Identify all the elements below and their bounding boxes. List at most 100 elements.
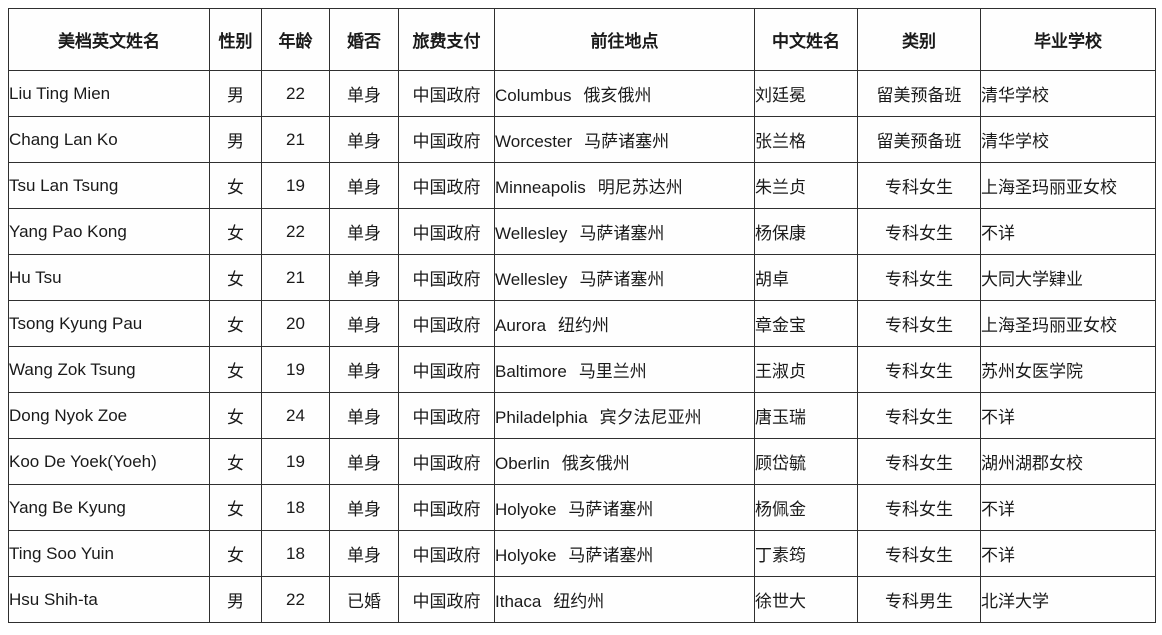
- cell-chinese-name: 张兰格: [754, 116, 858, 163]
- destination-english: Baltimore: [495, 362, 567, 381]
- column-header-age: 年龄: [261, 8, 330, 71]
- destination-english: Wellesley: [495, 270, 568, 289]
- cell-travel-payment: 中国政府: [398, 254, 495, 301]
- destination-state-chinese: 马萨诸塞州: [584, 132, 670, 151]
- cell-gender: 女: [209, 346, 262, 393]
- cell-age: 22: [261, 208, 330, 255]
- cell-destination: Baltimore 马里兰州: [494, 346, 755, 393]
- cell-chinese-name: 朱兰贞: [754, 162, 858, 209]
- cell-travel-payment: 中国政府: [398, 208, 495, 255]
- cell-age: 18: [261, 484, 330, 531]
- cell-chinese-name: 唐玉瑞: [754, 392, 858, 439]
- destination-english: Worcester: [495, 132, 573, 151]
- cell-gender: 女: [209, 484, 262, 531]
- destination-english: Holyoke: [495, 500, 557, 519]
- cell-travel-payment: 中国政府: [398, 70, 495, 117]
- cell-destination: Ithaca 纽约州: [494, 576, 755, 623]
- table-row: Hsu Shih-ta 男 22 已婚 中国政府 Ithaca 纽约州 徐世大 专科男生 北洋大学: [8, 576, 1156, 623]
- cell-age: 22: [261, 70, 330, 117]
- cell-category: 专科男生: [857, 576, 981, 623]
- cell-chinese-name: 刘廷冕: [754, 70, 858, 117]
- cell-school: 苏州女医学院: [980, 346, 1156, 393]
- table-body: Liu Ting Mien 男 22 单身 中国政府 Columbus 俄亥俄州 刘廷冕 留美预…: [8, 70, 1156, 623]
- cell-age: 22: [261, 576, 330, 623]
- destination-english: Minneapolis: [495, 178, 586, 197]
- cell-travel-payment: 中国政府: [398, 484, 495, 531]
- cell-english-name: Yang Pao Kong: [8, 208, 210, 255]
- table-row: Dong Nyok Zoe 女 24 单身 中国政府 Philadelphia 宾夕法尼亚州…: [8, 392, 1156, 439]
- table-row: Yang Be Kyung 女 18 单身 中国政府 Holyoke 马萨诸塞州 杨佩金 专科女…: [8, 484, 1156, 531]
- cell-english-name: Wang Zok Tsung: [8, 346, 210, 393]
- cell-travel-payment: 中国政府: [398, 116, 495, 163]
- destination-state-chinese: 明尼苏达州: [597, 178, 683, 197]
- cell-category: 专科女生: [857, 530, 981, 577]
- cell-marital: 单身: [329, 254, 399, 301]
- cell-category: 专科女生: [857, 392, 981, 439]
- cell-school: 清华学校: [980, 70, 1156, 117]
- cell-age: 21: [261, 116, 330, 163]
- cell-travel-payment: 中国政府: [398, 530, 495, 577]
- table-row: Liu Ting Mien 男 22 单身 中国政府 Columbus 俄亥俄州 刘廷冕 留美预…: [8, 70, 1156, 117]
- cell-category: 专科女生: [857, 208, 981, 255]
- cell-school: 不详: [980, 530, 1156, 577]
- cell-age: 19: [261, 438, 330, 485]
- destination-state-chinese: 马萨诸塞州: [579, 224, 665, 243]
- cell-destination: Columbus 俄亥俄州: [494, 70, 755, 117]
- cell-school: 湖州湖郡女校: [980, 438, 1156, 485]
- column-header-category: 类别: [857, 8, 981, 71]
- column-header-english-name: 美档英文姓名: [8, 8, 210, 71]
- destination-english: Wellesley: [495, 224, 568, 243]
- cell-marital: 单身: [329, 116, 399, 163]
- cell-category: 专科女生: [857, 484, 981, 531]
- cell-travel-payment: 中国政府: [398, 438, 495, 485]
- cell-destination: Wellesley 马萨诸塞州: [494, 254, 755, 301]
- cell-english-name: Ting Soo Yuin: [8, 530, 210, 577]
- cell-destination: Holyoke 马萨诸塞州: [494, 484, 755, 531]
- table-row: Tsong Kyung Pau 女 20 单身 中国政府 Aurora 纽约州 章金宝 专科女生…: [8, 300, 1156, 347]
- cell-gender: 女: [209, 300, 262, 347]
- column-header-destination: 前往地点: [494, 8, 755, 71]
- cell-gender: 男: [209, 116, 262, 163]
- cell-marital: 单身: [329, 438, 399, 485]
- cell-school: 不详: [980, 484, 1156, 531]
- cell-chinese-name: 胡卓: [754, 254, 858, 301]
- table-row: Ting Soo Yuin 女 18 单身 中国政府 Holyoke 马萨诸塞州 丁素筠 专科女…: [8, 530, 1156, 577]
- cell-chinese-name: 徐世大: [754, 576, 858, 623]
- cell-marital: 单身: [329, 208, 399, 255]
- table-row: Wang Zok Tsung 女 19 单身 中国政府 Baltimore 马里兰州 王淑贞专…: [8, 346, 1156, 393]
- cell-age: 20: [261, 300, 330, 347]
- destination-state-chinese: 俄亥俄州: [583, 86, 652, 105]
- cell-gender: 男: [209, 70, 262, 117]
- destination-state-chinese: 马萨诸塞州: [568, 546, 654, 565]
- destination-state-chinese: 纽约州: [558, 316, 610, 335]
- destination-state-chinese: 纽约州: [553, 592, 605, 611]
- cell-destination: Minneapolis 明尼苏达州: [494, 162, 755, 209]
- cell-chinese-name: 顾岱毓: [754, 438, 858, 485]
- column-header-marital: 婚否: [329, 8, 399, 71]
- cell-english-name: Hu Tsu: [8, 254, 210, 301]
- cell-english-name: Dong Nyok Zoe: [8, 392, 210, 439]
- cell-school: 上海圣玛丽亚女校: [980, 300, 1156, 347]
- cell-gender: 男: [209, 576, 262, 623]
- cell-chinese-name: 丁素筠: [754, 530, 858, 577]
- destination-state-chinese: 俄亥俄州: [561, 454, 630, 473]
- cell-destination: Philadelphia 宾夕法尼亚州: [494, 392, 755, 439]
- cell-school: 北洋大学: [980, 576, 1156, 623]
- cell-chinese-name: 杨保康: [754, 208, 858, 255]
- cell-travel-payment: 中国政府: [398, 576, 495, 623]
- cell-category: 留美预备班: [857, 116, 981, 163]
- destination-english: Columbus: [495, 86, 572, 105]
- destination-state-chinese: 宾夕法尼亚州: [599, 408, 702, 427]
- header-row: 美档英文姓名 性别 年龄 婚否 旅费支付 前往地点 中文姓名 类别 毕业学校: [8, 8, 1156, 71]
- cell-gender: 女: [209, 208, 262, 255]
- cell-marital: 单身: [329, 346, 399, 393]
- cell-age: 24: [261, 392, 330, 439]
- cell-english-name: Hsu Shih-ta: [8, 576, 210, 623]
- destination-state-chinese: 马里兰州: [578, 362, 647, 381]
- table-row: Chang Lan Ko 男 21 单身 中国政府 Worcester 马萨诸塞州 张兰格 留美…: [8, 116, 1156, 163]
- cell-english-name: Liu Ting Mien: [8, 70, 210, 117]
- cell-gender: 女: [209, 162, 262, 209]
- cell-category: 专科女生: [857, 254, 981, 301]
- destination-state-chinese: 马萨诸塞州: [568, 500, 654, 519]
